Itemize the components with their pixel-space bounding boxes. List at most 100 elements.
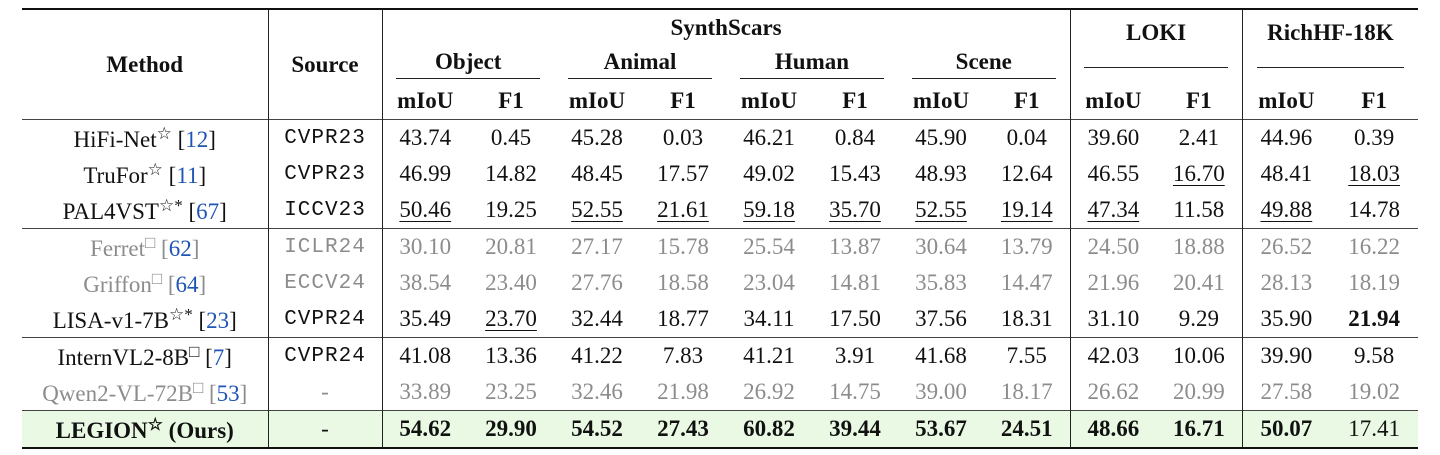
citation-link[interactable]: [62] [155, 235, 200, 261]
value-cell: 10.06 [1156, 337, 1243, 374]
source-cell: CVPR24 [267, 337, 382, 374]
value-cell: 46.55 [1069, 156, 1157, 192]
citation-link[interactable]: [67] [182, 198, 227, 224]
value-cell: 0.03 [640, 119, 726, 156]
value-cell: 9.58 [1330, 337, 1419, 374]
miou-header: mIoU [381, 82, 468, 120]
value-cell: 23.04 [743, 270, 795, 295]
source-cell: - [267, 374, 382, 411]
value-cell: 37.56 [915, 306, 967, 331]
citation-link[interactable]: [53] [203, 380, 248, 406]
method-marker: □ [192, 377, 204, 397]
source-header: Source [267, 9, 382, 120]
citation-link[interactable]: [7] [199, 344, 232, 370]
value-cell: 42.03 [1069, 337, 1157, 374]
citation-link[interactable]: [64] [162, 271, 207, 297]
value-cell: 15.78 [640, 228, 726, 265]
value-cell: 49.88 [1241, 192, 1331, 229]
method-name: LEGION☆ (Ours) [22, 410, 268, 449]
source-cell: CVPR23 [267, 156, 382, 192]
value-cell: 48.41 [1241, 156, 1331, 192]
value-cell: 21.98 [657, 379, 709, 404]
value-cell: 52.55 [571, 197, 623, 222]
value-cell: 20.41 [1172, 270, 1225, 295]
value-cell: 23.40 [485, 270, 537, 295]
citation-link[interactable]: [23] [192, 307, 237, 333]
method-marker: □ [145, 232, 156, 252]
value-cell: 32.46 [571, 379, 623, 404]
value-cell: 7.55 [984, 337, 1071, 374]
value-cell: 12.64 [1000, 161, 1053, 186]
value-cell: 16.70 [1172, 161, 1225, 186]
value-cell: 30.64 [898, 228, 984, 265]
value-cell: 14.78 [1348, 197, 1400, 222]
value-cell: 41.68 [898, 337, 984, 374]
table-row: LEGION☆ (Ours) -54.62 29.90 54.52 27.43 60.82… [22, 410, 1419, 449]
value-cell: 27.43 [640, 410, 726, 449]
value-cell: 15.43 [829, 161, 881, 186]
table-row: Griffon□ [64] ECCV24 38.54 23.40 27.76 18.58 2… [22, 265, 1418, 301]
value-cell: 17.57 [657, 161, 709, 186]
value-cell: 9.29 [1178, 306, 1219, 331]
citation-link[interactable]: [11] [162, 162, 207, 188]
value-cell: 35.70 [829, 197, 881, 222]
value-cell: 43.74 [381, 119, 468, 156]
value-cell: 26.92 [743, 379, 795, 404]
method-name: Griffon□ [64] [83, 268, 207, 297]
source-cell: ICLR24 [267, 228, 382, 265]
value-cell: 45.28 [554, 119, 640, 156]
value-cell: 32.44 [571, 306, 623, 331]
value-cell: 18.58 [657, 270, 709, 295]
value-cell: 24.51 [984, 410, 1071, 449]
value-cell: 20.99 [1172, 379, 1225, 404]
value-cell: 29.90 [468, 410, 554, 449]
value-cell: 24.50 [1069, 228, 1157, 265]
value-cell: 18.03 [1348, 161, 1400, 186]
miou-header: mIoU [1241, 82, 1331, 120]
value-cell: 7.83 [640, 337, 726, 374]
value-cell: 60.82 [726, 410, 812, 449]
value-cell: 13.36 [468, 337, 554, 374]
value-cell: 21.96 [1069, 265, 1157, 301]
value-cell: 48.93 [915, 161, 967, 186]
method-name: PAL4VST☆* [67] [62, 195, 227, 224]
value-cell: 18.77 [657, 306, 709, 331]
value-cell: 21.94 [1348, 306, 1400, 331]
table-row: Ferret□ [62] ICLR24 30.10 20.81 27.17 15.78 25… [22, 228, 1419, 265]
value-cell: 46.21 [726, 119, 812, 156]
value-cell: 41.21 [726, 337, 812, 374]
value-cell: 34.11 [743, 306, 795, 331]
value-cell: 39.60 [1069, 119, 1157, 156]
value-cell: 23.25 [485, 379, 537, 404]
method-name: Qwen2-VL-72B□ [53] [42, 377, 248, 406]
value-cell: 31.10 [1069, 301, 1157, 338]
source-cell: ICCV23 [267, 192, 382, 229]
miou-header: mIoU [568, 88, 626, 113]
table-row: LISA-v1-7B☆* [23] CVPR24 35.49 23.70 32.44 18… [22, 301, 1418, 338]
method-name: LISA-v1-7B☆* [23] [52, 304, 237, 333]
table-row: PAL4VST☆* [67] ICCV23 50.46 19.25 52.55 21.61… [22, 192, 1418, 229]
object-header: Object [381, 46, 554, 83]
method-header: Method [106, 51, 184, 77]
value-cell: 18.17 [1000, 379, 1053, 404]
table-row: TruFor☆ [11] CVPR23 46.99 14.82 48.45 17.57 49… [22, 156, 1418, 192]
value-cell: 14.47 [1000, 270, 1053, 295]
value-cell: 21.61 [657, 197, 709, 222]
source-cell: CVPR24 [267, 301, 382, 338]
citation-link[interactable]: [12] [171, 126, 216, 152]
value-cell: 0.84 [812, 119, 898, 156]
value-cell: 25.54 [726, 228, 812, 265]
value-cell: 39.00 [915, 379, 967, 404]
value-cell: 16.71 [1156, 410, 1243, 449]
method-name: HiFi-Net☆ [12] [22, 119, 268, 156]
source-cell: CVPR23 [267, 119, 382, 156]
table-row: InternVL2-8B□ [7] CVPR24 41.08 13.36 41.22 7.… [22, 337, 1419, 374]
value-cell: 26.62 [1069, 374, 1157, 411]
f1-header: F1 [1186, 88, 1212, 113]
value-cell: 14.75 [829, 379, 881, 404]
loki-header: LOKI [1069, 9, 1243, 83]
value-cell: 54.62 [381, 410, 468, 449]
value-cell: 59.18 [743, 197, 795, 222]
method-name: InternVL2-8B□ [7] [22, 337, 268, 374]
value-cell: 49.02 [743, 161, 795, 186]
